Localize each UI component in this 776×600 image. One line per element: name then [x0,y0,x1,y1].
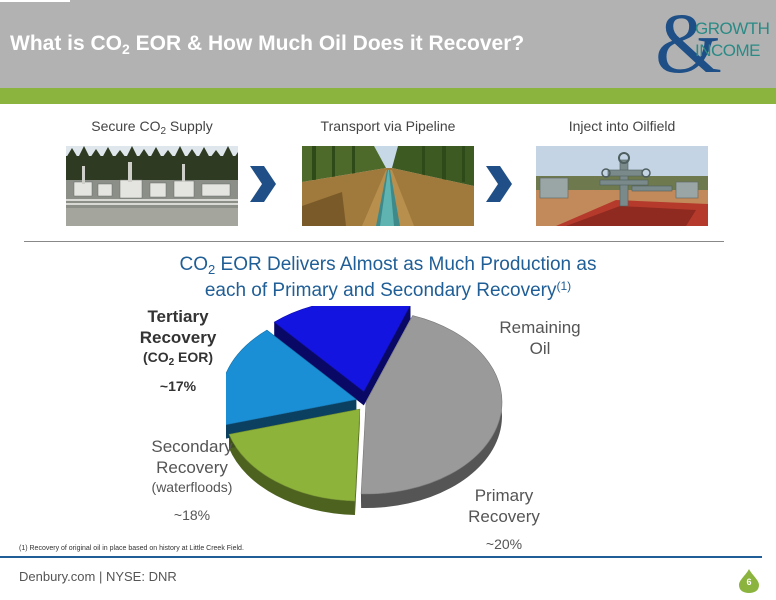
remaining-label-line1: Remaining [499,318,581,337]
chart-headline-line1: CO2 EOR Delivers Almost as Much Producti… [179,254,597,277]
secondary-recovery-label: Secondary Recovery [130,436,254,478]
footer-company-text: Denbury.com | NYSE: DNR [19,569,177,584]
chevron-right-icon [486,166,512,202]
pie-slice-tertiary-recovery-co2-eor [273,306,411,392]
pie-slice-secondary-recovery-waterfloods [226,329,358,425]
secondary-recovery-sublabel: (waterfloods) [151,479,233,495]
primary-recovery-percent: ~20% [485,536,523,552]
step-label-inject: Inject into Oilfield [568,118,676,134]
header-bar: What is CO2 EOR & How Much Oil Does it R… [0,0,776,88]
slide-title: What is CO2 EOR & How Much Oil Does it R… [10,32,525,57]
tertiary-label-line2: Recovery [139,328,217,347]
secondary-label-line1: Secondary [151,437,233,456]
oilfield-wellhead-photo [536,146,708,226]
growth-income-logo: & GROWTH INCOME [655,0,775,86]
header-accent-line [0,0,70,2]
footnote: (1) Recovery of original oil in place ba… [19,545,244,552]
tertiary-recovery-label: Tertiary Recovery [118,306,238,348]
logo-word-growth: GROWTH [695,19,770,38]
secondary-recovery-percent: ~18% [173,507,211,523]
primary-recovery-label: Primary Recovery [444,485,564,527]
tertiary-recovery-sublabel: (CO2 EOR) [142,349,214,368]
pie-slice-wall [226,330,357,439]
logo-ampersand: & [655,0,722,91]
pie-slice-wall [274,306,411,406]
pipeline-photo [302,146,474,226]
step-label-transport: Transport via Pipeline [320,118,456,134]
footer-divider [0,556,762,558]
step-label-secure-supply: Secure CO2 Supply [91,118,213,137]
tertiary-recovery-percent: ~17% [159,378,197,394]
secondary-label-line2: Recovery [156,458,228,477]
chevron-right-icon [250,166,276,202]
page-number-drop-icon [739,569,759,593]
oil-recovery-pie-chart [226,306,503,516]
header-green-stripe [0,88,776,104]
remaining-oil-label: Remaining Oil [480,317,600,359]
primary-label-line1: Primary [474,486,534,505]
remaining-label-line2: Oil [529,339,551,358]
chart-headline-line2: each of Primary and Secondary Recovery(1… [204,279,572,301]
primary-label-line2: Recovery [468,507,540,526]
page-number: 6 [746,577,752,587]
pie-slice-primary-recovery [228,408,361,502]
logo-word-income: INCOME [695,41,761,60]
pie-slice-remaining-oil [360,315,503,495]
section-divider [24,241,724,242]
pie-slice-side [229,434,355,516]
co2-supply-facility-photo [66,146,238,226]
tertiary-label-line1: Tertiary [147,307,209,326]
chart-headline: CO2 EOR Delivers Almost as Much Producti… [0,252,776,304]
